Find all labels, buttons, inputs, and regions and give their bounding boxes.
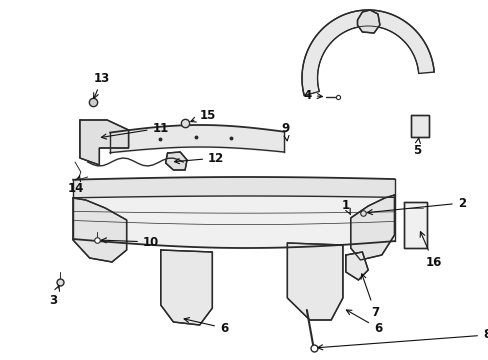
Text: 6: 6 — [346, 310, 381, 334]
Polygon shape — [404, 202, 426, 248]
Text: 6: 6 — [184, 318, 228, 334]
Polygon shape — [161, 250, 212, 325]
Polygon shape — [357, 10, 379, 33]
Text: 2: 2 — [366, 197, 465, 215]
Polygon shape — [73, 198, 126, 262]
Text: 8: 8 — [317, 328, 488, 350]
Text: 12: 12 — [174, 152, 224, 165]
Text: 16: 16 — [419, 232, 441, 269]
Polygon shape — [410, 115, 428, 137]
Polygon shape — [165, 152, 186, 170]
Text: 3: 3 — [49, 286, 60, 306]
Text: 13: 13 — [93, 72, 110, 98]
Polygon shape — [80, 120, 128, 165]
Polygon shape — [350, 195, 394, 260]
Text: 15: 15 — [190, 108, 215, 122]
Text: 5: 5 — [412, 138, 420, 157]
Text: 14: 14 — [68, 176, 84, 194]
Text: 9: 9 — [281, 122, 289, 141]
Text: 1: 1 — [341, 198, 350, 215]
Polygon shape — [302, 10, 433, 96]
Text: 4: 4 — [303, 89, 322, 102]
Polygon shape — [287, 243, 342, 320]
Text: 7: 7 — [360, 274, 378, 319]
Text: 10: 10 — [101, 235, 159, 248]
Polygon shape — [345, 252, 367, 280]
Text: 11: 11 — [101, 122, 168, 139]
